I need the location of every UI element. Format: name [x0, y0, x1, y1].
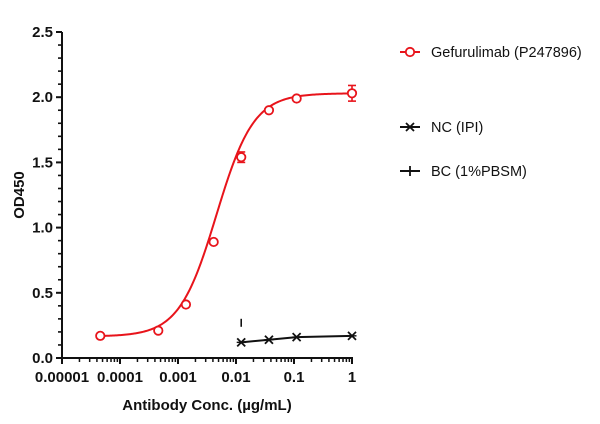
legend-item-gefurulimab: Gefurulimab (P247896): [400, 45, 582, 61]
gefurulimab-data-point: [291, 93, 302, 104]
y-tick-label: 0.5: [32, 285, 53, 302]
legend: Gefurulimab (P247896) NC (IPI) BC (1%PBSM): [400, 45, 582, 180]
y-tick-label: 0.0: [32, 350, 53, 367]
y-tick-label: 1.0: [32, 220, 53, 237]
nc-data-point: [264, 335, 274, 345]
x-tick-label: 1: [348, 369, 356, 386]
legend-label: Gefurulimab (P247896): [431, 45, 582, 61]
gefurulimab-data-point: [153, 325, 164, 336]
nc-data-point: [236, 337, 246, 347]
gefurulimab-data-point: [263, 105, 275, 116]
plot-area: [95, 84, 358, 347]
x-tick-label: 0.1: [284, 369, 305, 386]
nc-data-point: [347, 331, 357, 341]
open-circle-icon: [404, 46, 416, 58]
x-tick-label: 0.00001: [35, 369, 89, 386]
gefurulimab-data-point: [346, 88, 358, 99]
x-tick-labels: 0.00001 0.0001 0.001 0.01 0.1 1: [35, 369, 356, 386]
y-tick-label: 1.5: [32, 154, 53, 171]
y-tick-label: 2.5: [32, 24, 53, 41]
gefurulimab-data-point: [208, 236, 219, 248]
y-tick-label: 2.0: [32, 89, 53, 106]
legend-item-bc: BC (1%PBSM): [400, 164, 527, 180]
gefurulimab-data-point: [180, 299, 192, 310]
nc-data-point: [291, 332, 302, 342]
x-tick-label: 0.001: [159, 369, 197, 386]
y-axis-title: OD450: [11, 171, 28, 219]
gefurulimab-data-point: [95, 330, 106, 341]
y-tick-labels: 0.0 0.5 1.0 1.5 2.0 2.5: [32, 24, 53, 367]
gefurulimab-fit-curve: [100, 92, 353, 337]
legend-label: BC (1%PBSM): [431, 164, 527, 180]
x-star-icon: [405, 122, 415, 132]
x-axis-title: Antibody Conc. (µg/mL): [122, 397, 291, 414]
legend-item-nc: NC (IPI): [400, 120, 483, 136]
x-tick-label: 0.01: [221, 369, 250, 386]
legend-label: NC (IPI): [431, 120, 483, 136]
axes: [56, 31, 353, 364]
gefurulimab-data-point: [236, 152, 247, 163]
x-tick-label: 0.0001: [97, 369, 143, 386]
nc-line: [241, 334, 353, 344]
